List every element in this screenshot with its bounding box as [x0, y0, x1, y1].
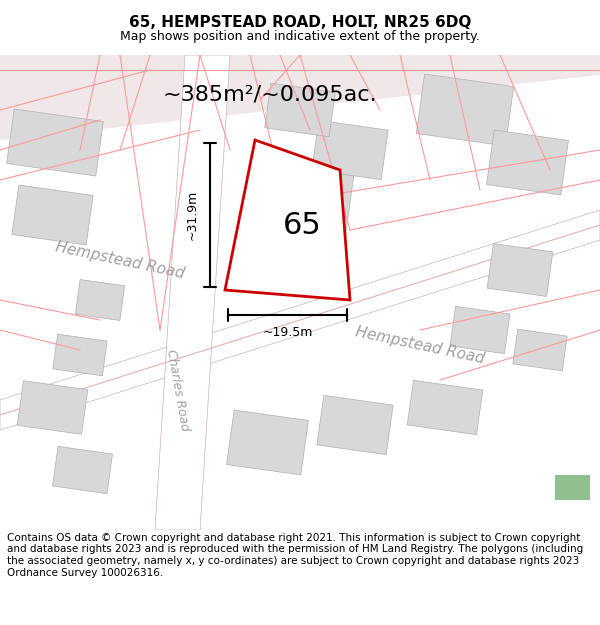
Polygon shape: [7, 109, 103, 176]
Polygon shape: [265, 83, 335, 137]
Text: 65: 65: [283, 211, 322, 239]
Polygon shape: [155, 55, 230, 530]
Text: Map shows position and indicative extent of the property.: Map shows position and indicative extent…: [120, 30, 480, 43]
Polygon shape: [487, 244, 553, 296]
Polygon shape: [317, 396, 393, 454]
Polygon shape: [53, 334, 107, 376]
Text: Hempstead Road: Hempstead Road: [54, 239, 186, 281]
Polygon shape: [407, 381, 483, 434]
Polygon shape: [416, 74, 514, 146]
Polygon shape: [227, 410, 308, 475]
Polygon shape: [17, 381, 88, 434]
Text: ~19.5m: ~19.5m: [262, 326, 313, 339]
Polygon shape: [52, 446, 113, 494]
Polygon shape: [12, 185, 93, 245]
Text: 65, HEMPSTEAD ROAD, HOLT, NR25 6DQ: 65, HEMPSTEAD ROAD, HOLT, NR25 6DQ: [129, 16, 471, 31]
Text: ~385m²/~0.095ac.: ~385m²/~0.095ac.: [163, 85, 377, 105]
Polygon shape: [266, 165, 354, 235]
Polygon shape: [487, 130, 568, 195]
Polygon shape: [225, 140, 350, 300]
Polygon shape: [75, 279, 125, 321]
Polygon shape: [0, 210, 600, 430]
Polygon shape: [555, 475, 590, 500]
Text: Hempstead Road: Hempstead Road: [354, 324, 486, 366]
Polygon shape: [312, 121, 388, 179]
Polygon shape: [0, 55, 600, 140]
Text: Contains OS data © Crown copyright and database right 2021. This information is : Contains OS data © Crown copyright and d…: [7, 533, 583, 578]
Text: Charles Road: Charles Road: [164, 348, 191, 432]
Polygon shape: [450, 306, 510, 354]
Polygon shape: [513, 329, 567, 371]
Text: ~31.9m: ~31.9m: [185, 190, 199, 240]
